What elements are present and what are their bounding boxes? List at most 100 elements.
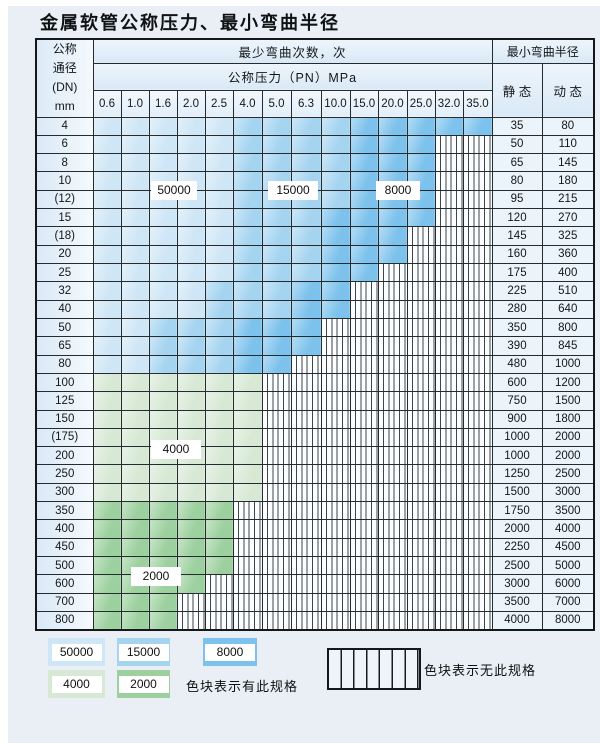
table-row: 500 2500 5000 xyxy=(35,555,595,576)
no-spec-cell xyxy=(290,354,322,374)
static-value-cell: 280 xyxy=(491,299,543,319)
spec-cell-15000 xyxy=(290,262,322,283)
spec-cell-8000 xyxy=(261,317,292,338)
dynamic-value-cell: 80 xyxy=(541,116,595,136)
spec-cell-50000 xyxy=(176,226,206,246)
table-row: 15 120 270 xyxy=(35,208,595,228)
no-spec-cell xyxy=(261,391,292,411)
dynamic-value-cell: 180 xyxy=(541,171,595,191)
dn-cell: 4 xyxy=(35,116,94,136)
spec-cell-15000 xyxy=(232,281,263,301)
spec-cell-4000 xyxy=(148,409,178,429)
dn-cell: 25 xyxy=(35,262,94,283)
no-spec-cell xyxy=(320,464,351,484)
spec-cell-50000 xyxy=(148,226,178,246)
no-spec-cell xyxy=(377,574,408,594)
table-body: 4 35 80 6 50 110 8 65 145 10 80 180 (12) 95 215 15 120 27… xyxy=(35,116,595,631)
spec-cell-50000 xyxy=(176,299,206,319)
no-spec-cell xyxy=(349,317,379,338)
no-spec-cell xyxy=(406,446,436,466)
dynamic-header: 动 态 xyxy=(541,62,595,118)
no-spec-cell xyxy=(434,391,464,411)
table-row: 65 390 845 xyxy=(35,336,595,356)
no-spec-cell xyxy=(377,592,408,612)
spec-cell-4000 xyxy=(148,464,178,484)
spec-cell-4000 xyxy=(204,391,234,411)
table-row: 40 280 640 xyxy=(35,299,595,319)
no-spec-cell xyxy=(290,574,322,594)
spec-cell-8000 xyxy=(377,134,408,155)
spec-cell-2000 xyxy=(92,555,122,576)
table-row: 300 1500 3000 xyxy=(35,482,595,503)
no-spec-cell xyxy=(261,555,292,576)
legend-block-50000: 50000 xyxy=(48,638,105,666)
spec-cell-15000 xyxy=(176,354,206,374)
zone-label-4000: 4000 xyxy=(151,440,201,459)
spec-cell-4000 xyxy=(232,427,263,448)
spec-cell-2000 xyxy=(148,519,178,539)
spec-cell-4000 xyxy=(120,482,150,503)
spec-cell-15000 xyxy=(290,153,322,173)
static-value-cell: 900 xyxy=(491,409,543,429)
spec-cell-8000 xyxy=(320,281,351,301)
static-value-cell: 1000 xyxy=(491,427,543,448)
spec-cell-4000 xyxy=(120,427,150,448)
legend-value-4000: 4000 xyxy=(51,675,102,693)
no-spec-cell xyxy=(462,464,493,484)
spec-cell-4000 xyxy=(92,482,122,503)
pressure-value-cell: 6.3 xyxy=(290,89,322,118)
no-spec-cell xyxy=(349,391,379,411)
spec-cell-50000 xyxy=(92,299,122,319)
dn-cell: (18) xyxy=(35,226,94,246)
no-spec-cell xyxy=(320,519,351,539)
no-spec-cell xyxy=(204,610,234,631)
pressure-value-cell: 1.0 xyxy=(120,89,150,118)
legend-value-15000: 15000 xyxy=(118,643,169,661)
spec-cell-8000 xyxy=(406,116,436,136)
spec-cell-8000 xyxy=(261,336,292,356)
spec-cell-8000 xyxy=(290,336,322,356)
dynamic-value-cell: 400 xyxy=(541,262,595,283)
no-spec-cell xyxy=(261,482,292,503)
no-spec-cell xyxy=(377,537,408,558)
no-spec-cell xyxy=(462,262,493,283)
dn-cell: 6 xyxy=(35,134,94,155)
dn-cell: (175) xyxy=(35,427,94,448)
dn-header-cell: 公称 通径 (DN) mm xyxy=(35,38,94,118)
spec-cell-50000 xyxy=(204,134,234,155)
no-spec-cell xyxy=(290,372,322,393)
spec-cell-15000 xyxy=(232,226,263,246)
spec-cell-4000 xyxy=(148,482,178,503)
spec-cell-8000 xyxy=(349,189,379,210)
no-spec-cell xyxy=(462,317,493,338)
spec-cell-2000 xyxy=(120,537,150,558)
spec-cell-4000 xyxy=(204,446,234,466)
spec-cell-4000 xyxy=(92,391,122,411)
spec-cell-4000 xyxy=(176,464,206,484)
spec-cell-50000 xyxy=(204,244,234,265)
no-spec-cell xyxy=(462,354,493,374)
no-spec-cell xyxy=(320,574,351,594)
no-spec-cell xyxy=(290,501,322,521)
spec-cell-50000 xyxy=(204,171,234,191)
dynamic-value-cell: 1000 xyxy=(541,354,595,374)
no-spec-cell xyxy=(406,482,436,503)
pressure-value-cell: 10.0 xyxy=(320,89,351,118)
spec-cell-8000 xyxy=(349,226,379,246)
table-row: 4 35 80 xyxy=(35,116,595,136)
spec-cell-15000 xyxy=(290,134,322,155)
no-spec-cell xyxy=(232,519,263,539)
no-spec-cell xyxy=(406,592,436,612)
no-spec-cell xyxy=(232,537,263,558)
spec-cell-4000 xyxy=(232,372,263,393)
no-spec-cell xyxy=(434,464,464,484)
no-spec-cell xyxy=(434,299,464,319)
spec-cell-50000 xyxy=(92,134,122,155)
no-spec-cell xyxy=(320,592,351,612)
dn-cell: 8 xyxy=(35,153,94,173)
spec-cell-2000 xyxy=(204,519,234,539)
no-spec-cell xyxy=(434,226,464,246)
no-spec-cell xyxy=(377,610,408,631)
static-value-cell: 4000 xyxy=(491,610,543,631)
spec-cell-15000 xyxy=(148,317,178,338)
